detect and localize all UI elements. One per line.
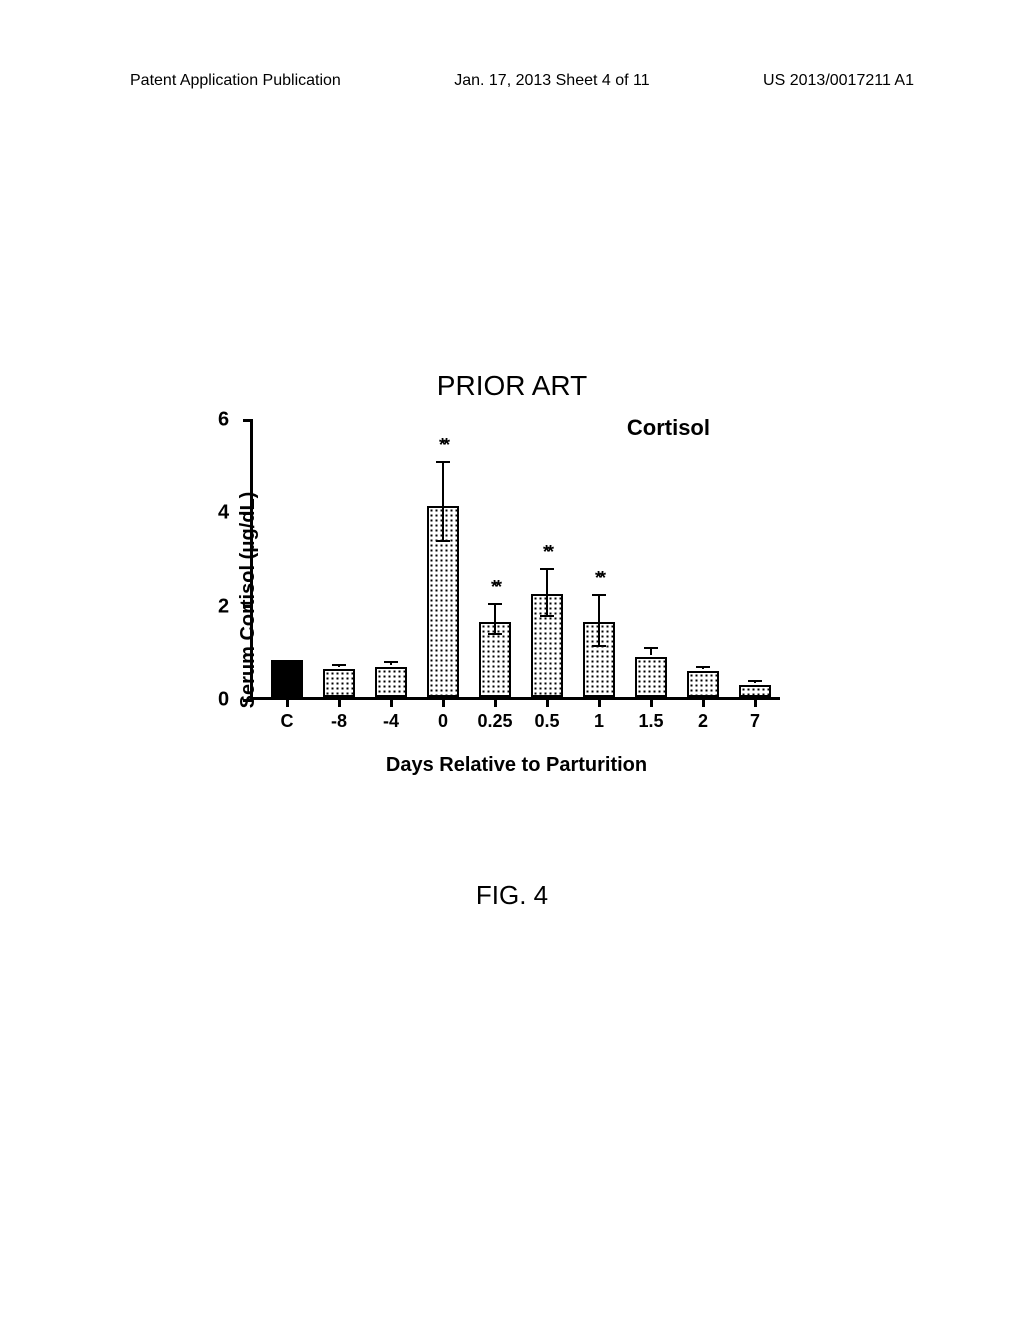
significance-marker: ** xyxy=(491,577,499,598)
header-right: US 2013/0017211 A1 xyxy=(763,72,914,90)
chart-title: Cortisol xyxy=(627,415,710,441)
x-tick xyxy=(286,697,289,707)
x-tick xyxy=(650,697,653,707)
x-axis-label: Days Relative to Parturition xyxy=(386,754,647,777)
bar xyxy=(687,671,719,697)
error-cap xyxy=(644,647,658,649)
significance-marker: ** xyxy=(543,542,551,563)
bar xyxy=(739,685,771,697)
bar: ** xyxy=(583,622,615,697)
x-tick-label: -4 xyxy=(383,711,399,732)
bar xyxy=(271,660,303,697)
x-tick xyxy=(702,697,705,707)
significance-marker: ** xyxy=(439,435,447,456)
header-center: Jan. 17, 2013 Sheet 4 of 11 xyxy=(454,72,649,90)
error-bar-upper xyxy=(494,604,496,620)
significance-marker: ** xyxy=(595,568,603,589)
x-tick-label: 0.5 xyxy=(534,711,559,732)
x-tick xyxy=(390,697,393,707)
error-cap xyxy=(540,568,554,570)
x-tick-label: 1 xyxy=(594,711,604,732)
x-tick xyxy=(494,697,497,707)
header-left: Patent Application Publication xyxy=(130,72,341,90)
x-tick-label: -8 xyxy=(331,711,347,732)
error-cap xyxy=(592,645,606,647)
error-bar-lower xyxy=(546,592,548,615)
y-tick xyxy=(243,512,253,515)
x-tick-label: 7 xyxy=(750,711,760,732)
error-bar-lower xyxy=(442,504,444,541)
error-cap xyxy=(384,661,398,663)
error-bar-upper xyxy=(442,462,444,504)
cortisol-chart: Serum Cortisol (μg/dL) Cortisol Days Rel… xyxy=(175,410,795,790)
bar xyxy=(635,657,667,697)
bar: ** xyxy=(479,622,511,697)
y-tick xyxy=(243,699,253,702)
x-tick-label: 0 xyxy=(438,711,448,732)
y-tick-label: 0 xyxy=(218,689,229,712)
error-cap xyxy=(696,666,710,668)
x-tick-label: C xyxy=(281,711,294,732)
y-tick-label: 6 xyxy=(218,409,229,432)
y-tick xyxy=(243,605,253,608)
prior-art-label: PRIOR ART xyxy=(0,370,1024,402)
error-bar-lower xyxy=(598,620,600,646)
x-tick xyxy=(754,697,757,707)
error-cap xyxy=(436,461,450,463)
x-tick xyxy=(442,697,445,707)
error-bar-lower xyxy=(494,620,496,634)
plot-area: Cortisol Days Relative to Parturition 02… xyxy=(250,420,780,700)
x-tick xyxy=(338,697,341,707)
bar: ** xyxy=(427,506,459,697)
y-tick-label: 2 xyxy=(218,595,229,618)
error-cap xyxy=(436,540,450,542)
bar xyxy=(375,667,407,697)
error-cap xyxy=(332,664,346,666)
x-tick-label: 0.25 xyxy=(477,711,512,732)
y-tick xyxy=(243,419,253,422)
bar: ** xyxy=(531,594,563,697)
error-bar-upper xyxy=(546,569,548,592)
x-tick-label: 1.5 xyxy=(638,711,663,732)
error-cap xyxy=(748,680,762,682)
error-bar-upper xyxy=(598,595,600,621)
error-cap xyxy=(488,633,502,635)
error-cap xyxy=(488,603,502,605)
y-tick-label: 4 xyxy=(218,502,229,525)
error-cap xyxy=(592,594,606,596)
page-header: Patent Application Publication Jan. 17, … xyxy=(0,72,1024,90)
error-cap xyxy=(540,615,554,617)
x-tick xyxy=(546,697,549,707)
bar xyxy=(323,669,355,697)
x-tick-label: 2 xyxy=(698,711,708,732)
error-bar-upper xyxy=(650,648,652,655)
figure-caption: FIG. 4 xyxy=(0,880,1024,911)
x-tick xyxy=(598,697,601,707)
